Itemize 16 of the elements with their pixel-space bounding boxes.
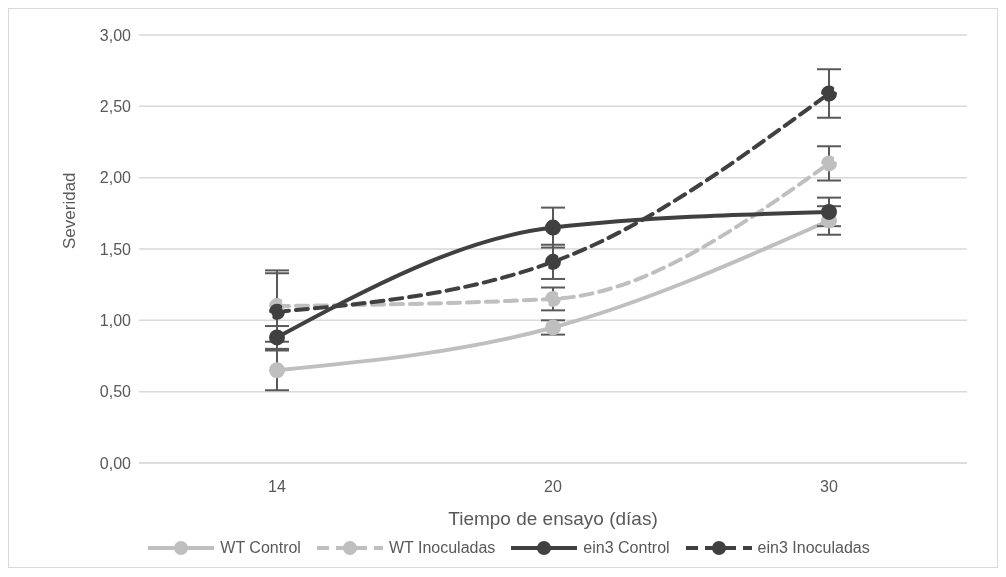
y-tick-label: 1,00 xyxy=(99,312,132,330)
x-axis-title: Tiempo de ensayo (días) xyxy=(448,508,658,529)
y-tick-label: 2,00 xyxy=(99,169,132,187)
y-tick-label: 2,50 xyxy=(99,98,132,116)
legend-label: ein3 Control xyxy=(583,539,670,557)
legend-label: ein3 Inoculadas xyxy=(757,539,870,557)
y-tick-label: 0,00 xyxy=(99,454,132,472)
y-tick-label: 3,00 xyxy=(99,26,132,44)
y-tick-label: 1,50 xyxy=(99,240,132,258)
x-tick-label: 14 xyxy=(268,478,286,496)
x-tick-label: 20 xyxy=(544,478,562,496)
y-tick-label: 0,50 xyxy=(99,383,132,401)
x-tick-label: 30 xyxy=(820,478,838,496)
legend-label: WT Inoculadas xyxy=(388,539,496,557)
legend-label: WT Control xyxy=(220,539,301,557)
y-axis-title: Severidad xyxy=(60,172,80,249)
